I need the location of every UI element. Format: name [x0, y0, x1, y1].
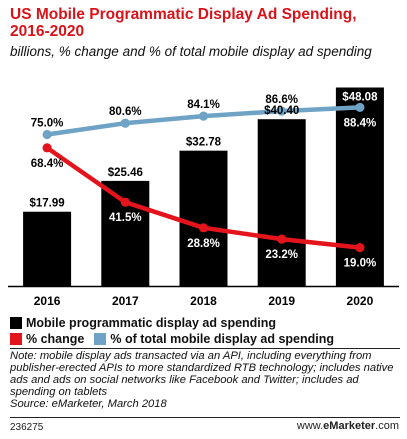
lines-layer — [42, 102, 365, 253]
x-tick-2017: 2017 — [112, 294, 139, 308]
point-share-2017 — [120, 118, 130, 128]
brand-link[interactable]: www.eMarketer.com — [297, 420, 399, 432]
legend-label-change: % change — [26, 332, 85, 346]
x-tick-2020: 2020 — [347, 294, 374, 308]
x-axis: 2016 2017 2018 2019 2020 — [8, 285, 399, 308]
point-share-2016 — [42, 129, 52, 140]
change-label-2018: 28.8% — [187, 238, 220, 250]
share-label-2016: 75.0% — [31, 118, 64, 130]
bar-2018 — [179, 150, 228, 286]
brand-suffix: .com — [375, 420, 399, 432]
point-share-2020 — [355, 102, 365, 113]
x-tick-2018: 2018 — [190, 294, 217, 308]
chart-plot: $17.99 $25.46 $32.78 $40.40 $48.08 68.4% 41.5%… — [8, 87, 399, 308]
x-tick-2019: 2019 — [268, 294, 295, 308]
legend-swatch-bars — [10, 317, 22, 329]
legend-label-share: % of total mobile display ad spending — [110, 332, 334, 346]
bar-label-2019: $40.40 — [264, 105, 299, 117]
bar-label-2016: $17.99 — [30, 198, 65, 210]
bar-2020 — [335, 87, 384, 286]
point-change-2018 — [198, 223, 209, 233]
point-share-2018 — [198, 111, 209, 121]
legend-label-bars: Mobile programmatic display ad spending — [26, 316, 277, 330]
legend-swatch-change — [10, 333, 22, 345]
share-label-2017: 80.6% — [109, 106, 142, 118]
point-share-2019 — [277, 106, 287, 116]
chart-title: US Mobile Programmatic Display Ad Spendi… — [10, 6, 357, 40]
chart-id: 236275 — [10, 422, 44, 433]
legend-swatch-share — [94, 333, 107, 345]
point-change-2016 — [42, 143, 52, 153]
bar-2016 — [23, 211, 72, 286]
change-label-2020: 19.0% — [344, 258, 377, 270]
legend-row-lines: % change % of total mobile display ad sp… — [10, 332, 334, 346]
legend-item-bars: Mobile programmatic display ad spending — [10, 316, 276, 330]
chart-subtitle: billions, % change and % of total mobile… — [10, 44, 372, 59]
share-label-2018: 84.1% — [187, 99, 220, 111]
point-change-2019 — [277, 234, 287, 244]
change-label-2016: 68.4% — [31, 158, 64, 170]
bar-label-2017: $25.46 — [108, 167, 143, 179]
bars-layer — [23, 87, 384, 286]
x-tick-2016: 2016 — [34, 294, 61, 308]
chart-note: Note: mobile display ads transacted via … — [10, 350, 394, 410]
share-label-2019: 86.6% — [265, 94, 298, 106]
point-change-2017 — [120, 197, 130, 207]
bar-2017 — [101, 180, 150, 286]
brand-name: eMarketer — [323, 420, 376, 432]
bar-2019 — [257, 119, 306, 286]
change-label-2019: 23.2% — [265, 249, 298, 261]
point-change-2020 — [355, 243, 365, 253]
note-divider — [10, 348, 400, 349]
change-label-2017: 41.5% — [109, 212, 142, 224]
share-label-2020: 88.4% — [344, 117, 377, 129]
bar-label-2018: $32.78 — [186, 137, 222, 149]
brand-prefix: www. — [296, 420, 324, 432]
footer-divider — [10, 417, 400, 418]
bar-label-2020: $48.08 — [342, 92, 378, 104]
labels-layer: $17.99 $25.46 $32.78 $40.40 $48.08 68.4% 41.5%… — [30, 92, 379, 270]
line-share — [46, 105, 361, 137]
